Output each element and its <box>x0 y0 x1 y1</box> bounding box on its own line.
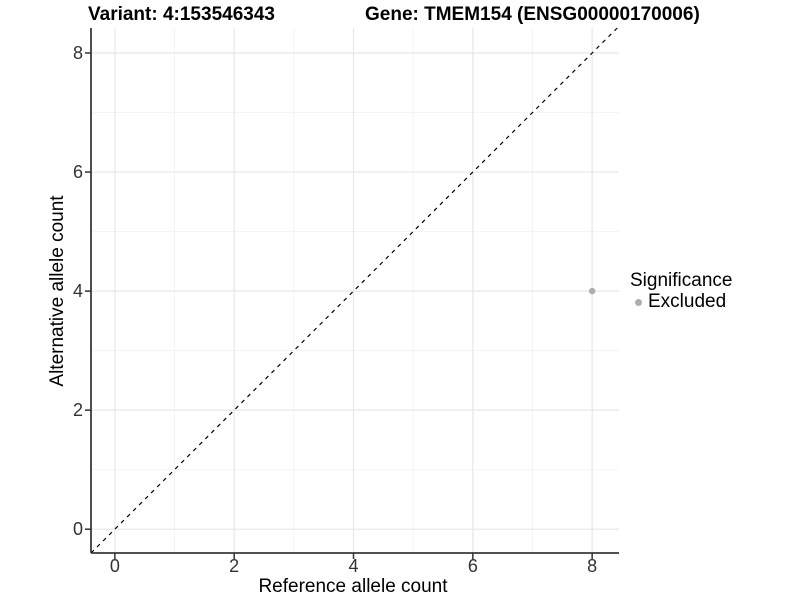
y-tick-label: 8 <box>73 43 83 63</box>
legend-item-label: Excluded <box>648 291 727 312</box>
y-tick-label: 4 <box>73 281 83 301</box>
x-tick-label: 6 <box>468 556 478 576</box>
x-tick-label: 2 <box>229 556 239 576</box>
legend-item: Excluded <box>630 291 732 312</box>
legend-key-dot-icon <box>635 298 642 306</box>
y-axis-title: Alternative allele count <box>47 195 68 387</box>
legend-title: Significance <box>630 270 733 291</box>
x-tick-label: 4 <box>349 556 359 576</box>
y-tick-label: 6 <box>73 162 83 182</box>
legend-items: Excluded <box>630 291 732 312</box>
legend: Significance Excluded <box>630 270 733 313</box>
x-tick-label: 8 <box>587 556 597 576</box>
plot-title-variant: Variant: 4:153546343 <box>88 4 275 25</box>
y-tick-label: 2 <box>73 400 83 420</box>
x-axis-title: Reference allele count <box>258 576 448 597</box>
data-point <box>588 287 596 295</box>
x-tick-label: 0 <box>110 556 120 576</box>
y-tick-label: 0 <box>73 519 83 539</box>
plot-title-gene: Gene: TMEM154 (ENSG00000170006) <box>365 4 700 25</box>
